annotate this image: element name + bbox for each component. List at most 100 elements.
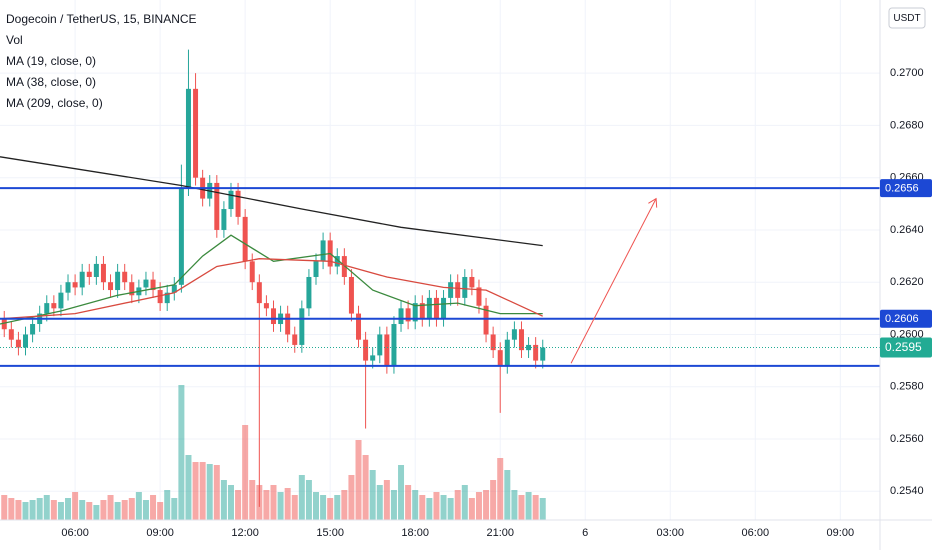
volume-bar xyxy=(93,505,100,520)
y-tick-label: 0.2680 xyxy=(890,119,924,131)
candle-body xyxy=(249,261,255,283)
level-label-box xyxy=(880,179,932,198)
candle-body xyxy=(8,329,14,340)
candle-body xyxy=(235,190,241,217)
y-tick-label: 0.2580 xyxy=(890,381,924,393)
candle-body xyxy=(129,282,135,296)
candle-body xyxy=(348,276,354,314)
ma-line xyxy=(0,156,543,247)
volume-bar xyxy=(355,440,362,520)
volume-bar xyxy=(390,490,397,520)
arrow-head xyxy=(648,197,658,208)
volume-bar xyxy=(511,490,518,520)
candle-body xyxy=(93,263,99,277)
candle-body xyxy=(533,344,539,361)
candle-body xyxy=(108,282,114,291)
x-tick-label: 15:00 xyxy=(316,527,344,539)
volume-bar xyxy=(412,490,419,520)
volume-bar xyxy=(277,492,284,520)
volume-bar xyxy=(121,500,128,520)
candle-body xyxy=(540,347,546,361)
candle-body xyxy=(228,190,234,210)
volume-bar xyxy=(426,498,433,520)
candle-body xyxy=(320,240,326,262)
volume-bar xyxy=(298,475,305,520)
candle-body xyxy=(115,271,121,291)
candle-body xyxy=(292,334,298,345)
candle-body xyxy=(370,355,376,361)
volume-bar xyxy=(86,502,93,520)
volume-bar xyxy=(475,492,482,520)
volume-bar xyxy=(419,495,426,520)
candle-body xyxy=(242,216,248,262)
volume-bar xyxy=(114,502,121,520)
candle-body xyxy=(23,334,29,348)
volume-bar xyxy=(100,500,107,520)
volume-bar xyxy=(199,462,206,520)
volume-bar xyxy=(447,498,454,520)
candle-body xyxy=(313,261,319,277)
candle-body xyxy=(518,329,524,351)
volume-bar xyxy=(227,485,234,520)
volume-bar xyxy=(313,492,320,520)
volume-bar xyxy=(142,500,149,520)
volume-bar xyxy=(1,495,8,520)
volume-pane xyxy=(1,385,546,520)
last-price-label: 0.2595 xyxy=(885,340,922,354)
volume-bar xyxy=(376,485,383,520)
candle-body xyxy=(391,324,397,366)
volume-bar xyxy=(454,490,461,520)
x-tick-label: 6 xyxy=(582,527,588,539)
volume-bar xyxy=(171,498,178,520)
volume-bar xyxy=(15,500,22,520)
y-tick-label: 0.2700 xyxy=(890,67,924,79)
candle-body xyxy=(285,313,291,335)
volume-bar xyxy=(157,502,164,520)
volume-bar xyxy=(43,495,50,520)
candle-body xyxy=(476,287,482,306)
x-tick-label: 03:00 xyxy=(657,527,685,539)
volume-bar xyxy=(242,425,249,520)
candle-body xyxy=(483,305,489,335)
candle-body xyxy=(504,339,510,366)
candle-body xyxy=(185,88,191,189)
level-label: 0.2606 xyxy=(885,313,919,325)
candle-body xyxy=(157,290,163,304)
candle-body xyxy=(412,303,418,322)
volume-bar xyxy=(178,385,185,520)
volume-bar xyxy=(518,495,525,520)
volume-bar xyxy=(468,498,475,520)
candle-body xyxy=(256,282,262,304)
candle-body xyxy=(497,350,503,366)
volume-bar xyxy=(532,495,539,520)
arrow-line xyxy=(570,198,657,364)
currency-box[interactable] xyxy=(888,7,926,29)
candle-body xyxy=(263,303,269,309)
volume-bar xyxy=(213,465,220,520)
candle-body xyxy=(122,271,128,283)
volume-bar xyxy=(135,492,142,520)
volume-bar xyxy=(348,475,355,520)
currency: USDT xyxy=(893,13,920,24)
volume-bar xyxy=(150,495,157,520)
volume-bar xyxy=(291,495,298,520)
volume-legend: Vol xyxy=(6,33,23,47)
candle-body xyxy=(299,308,305,345)
y-tick-label: 0.2620 xyxy=(890,276,924,288)
candle-body xyxy=(270,308,276,325)
candle-body xyxy=(377,334,383,356)
last-price-box xyxy=(880,337,932,358)
axes: 0.2540 0.2560 0.2580 0.2600 0.2620 0.2640 0.26… xyxy=(61,67,932,539)
chart-title: Dogecoin / TetherUS, 15, BINANCE xyxy=(6,12,197,26)
candle-body xyxy=(469,276,475,288)
volume-bar xyxy=(305,480,312,520)
volume-bar xyxy=(327,498,334,520)
grid xyxy=(0,0,880,520)
volume-bar xyxy=(362,455,369,520)
volume-bar xyxy=(192,462,199,520)
volume-bar xyxy=(29,500,36,520)
volume-bar xyxy=(22,502,29,520)
volume-bar xyxy=(490,480,497,520)
ma-line xyxy=(0,234,543,325)
volume-bar xyxy=(79,500,86,520)
